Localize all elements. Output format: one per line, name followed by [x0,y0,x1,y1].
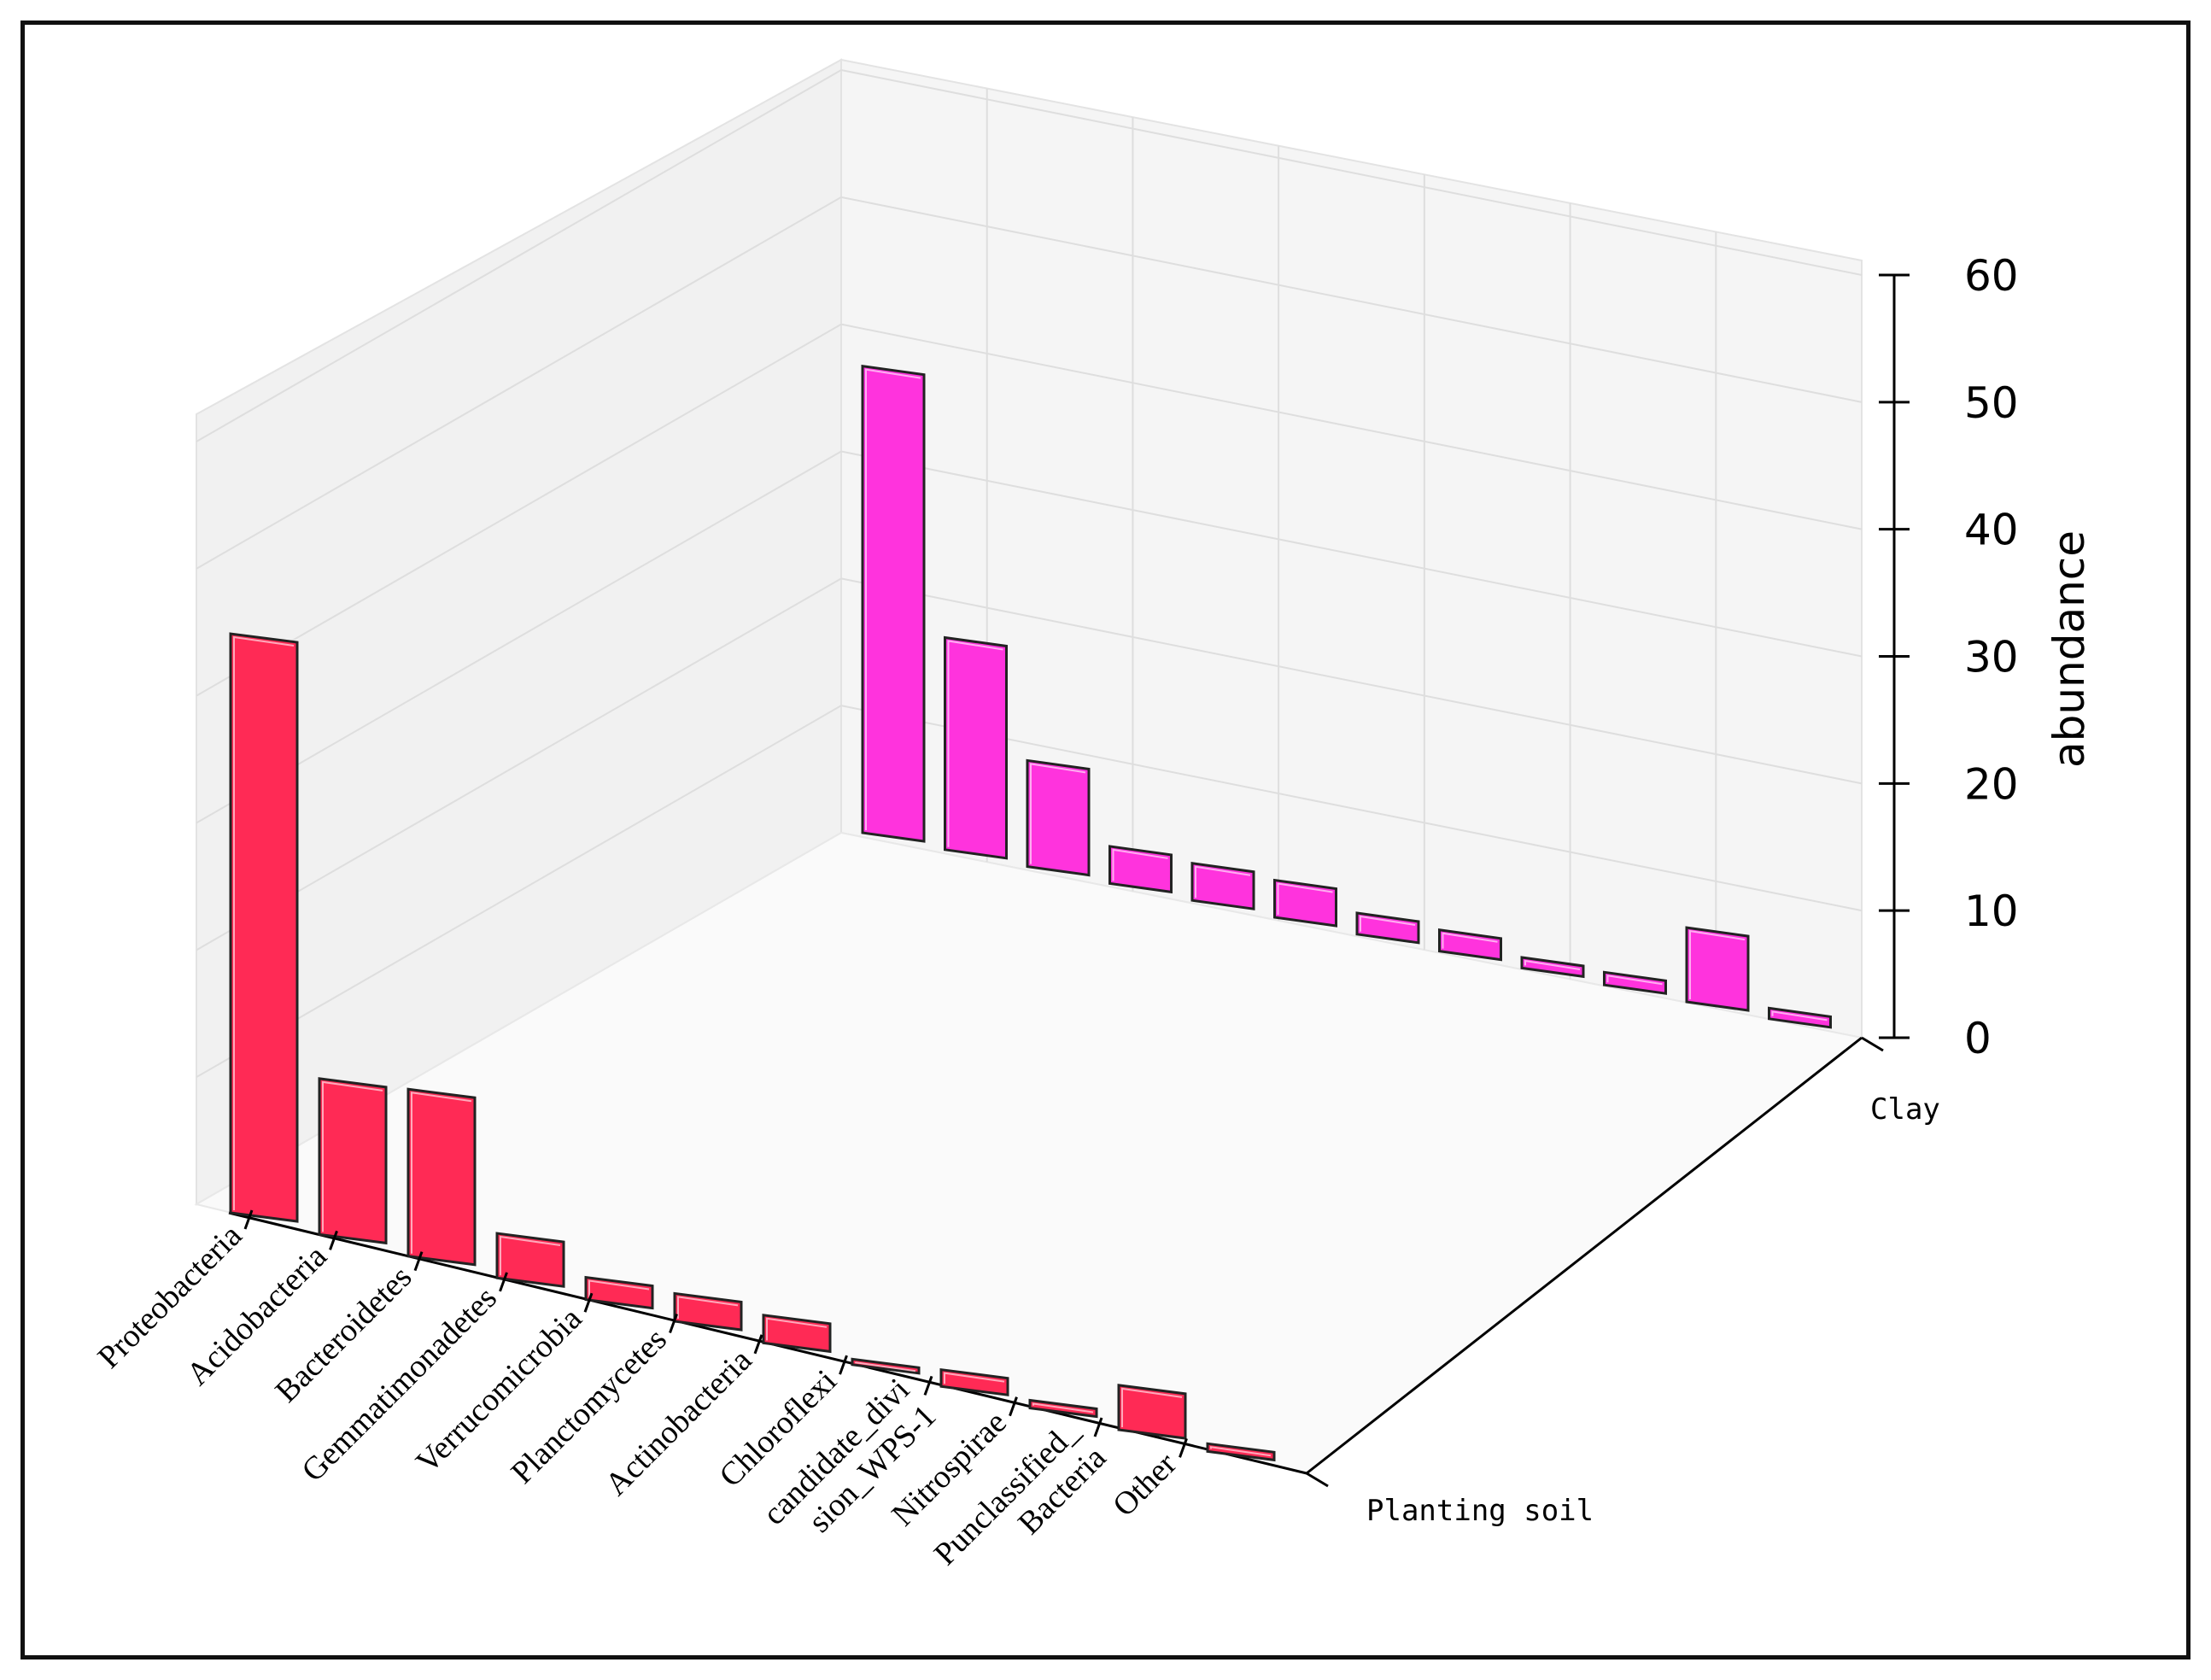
bar-planting-soil-6 [762,1314,832,1354]
category-label-3: Gemmatimonadetes [295,1280,504,1490]
x-tick-mark [1093,1417,1103,1437]
grid-line-horizontal [840,69,1863,276]
z-axis-ticks: 0 10 20 30 40 50 60 [1879,251,2019,1063]
bar-clay-1 [944,635,1008,860]
grid-line-horizontal [196,323,842,697]
bar-edge-highlight [944,1372,1005,1384]
z-axis-label: abundance [2044,530,2094,768]
bar-clay-7 [1438,928,1502,962]
x-tick-mark [413,1251,424,1272]
grid-line-horizontal [840,705,1863,912]
bar-edge-highlight [1606,975,1663,986]
bar-clay-6 [1355,911,1420,945]
bar-edge-highlight [411,1092,472,1254]
bar-clay-3 [1108,845,1173,894]
bar-edge-highlight [855,1361,916,1373]
z-tick-label: 30 [1964,633,2019,682]
z-tick-label: 20 [1964,759,2019,809]
bar-edge-highlight [677,1296,739,1319]
z-tick-label: 10 [1964,887,2019,936]
bar-edge-highlight [1112,848,1168,881]
bar-edge-highlight [233,635,295,1210]
bar-planting-soil-5 [673,1291,743,1332]
bar-planting-soil-2 [407,1087,477,1267]
x-tick-mark [329,1230,338,1250]
category-label-11: Other [1106,1446,1184,1524]
bar-edge-highlight [947,640,1003,847]
grid-line-horizontal [840,577,1863,785]
grid-line-horizontal [196,69,842,442]
grid-line-horizontal [840,196,1863,403]
bar-edge-highlight [1689,929,1746,999]
bar-edge-highlight [1030,763,1086,864]
x-tick-mark [243,1209,254,1230]
bar-edge-highlight [322,1080,383,1232]
grid-line-horizontal [840,323,1863,530]
grid-line-horizontal [196,450,842,824]
y-tick-label-clay: Clay [1870,1092,1940,1127]
bar-edge-highlight [1524,959,1581,970]
bar-clay-10 [1685,926,1750,1012]
grid-line-horizontal [840,450,1863,658]
grid-line-horizontal [196,196,842,570]
z-tick-label: 60 [1964,251,2019,301]
bar-edge-highlight [1442,932,1498,949]
z-tick-label: 0 [1964,1014,1992,1063]
bars [229,364,1832,1462]
bar-edge-highlight [1032,1402,1094,1414]
bar-clay-5 [1273,878,1337,928]
x-tick-mark [583,1292,594,1313]
bar-edge-highlight [500,1235,561,1276]
bar-planting-soil-4 [584,1275,654,1310]
grid-lines [196,69,1863,1079]
category-label-line: Gemmatimonadetes [295,1280,504,1490]
bar-edge-highlight [1195,865,1251,899]
category-label-line: Other [1106,1446,1184,1524]
bar-edge-highlight [1277,882,1333,915]
bar-planting-soil-1 [318,1077,388,1245]
bar-edge-highlight [1121,1387,1183,1427]
bar-planting-soil-10 [1117,1384,1187,1440]
x-tick-mark [923,1375,933,1396]
grid-line-horizontal [196,577,842,951]
x-tick-mark [753,1334,763,1355]
bar-edge-highlight [1360,915,1416,932]
bar-edge-highlight [865,368,921,830]
bar-edge-highlight [1210,1446,1272,1457]
grid-line-horizontal [196,705,842,1079]
bar-planting-soil-8 [939,1367,1009,1396]
bar-edge-highlight [766,1317,828,1341]
bar-planting-soil-3 [495,1232,565,1288]
back-panes [194,58,1864,1475]
x-tick-mark [839,1355,848,1375]
bar-clay-2 [1026,758,1091,877]
y-tick-mark [1861,1036,1884,1052]
y-axis-line [1306,1036,1863,1475]
bar-edge-highlight [1771,1010,1828,1021]
x-tick-mark [1179,1437,1188,1458]
y-tick-mark [1306,1472,1329,1488]
x-tick-mark [669,1313,678,1334]
bar-clay-0 [861,364,926,843]
bar-planting-soil-0 [229,632,299,1223]
y-tick-label-planting-soil: Planting soil [1366,1494,1594,1528]
bar-edge-highlight [588,1279,650,1297]
bar-clay-4 [1190,862,1255,910]
x-tick-mark [499,1272,508,1292]
x-tick-mark [1009,1396,1018,1417]
z-tick-label: 50 [1964,378,2019,428]
z-tick-label: 40 [1964,506,2019,555]
